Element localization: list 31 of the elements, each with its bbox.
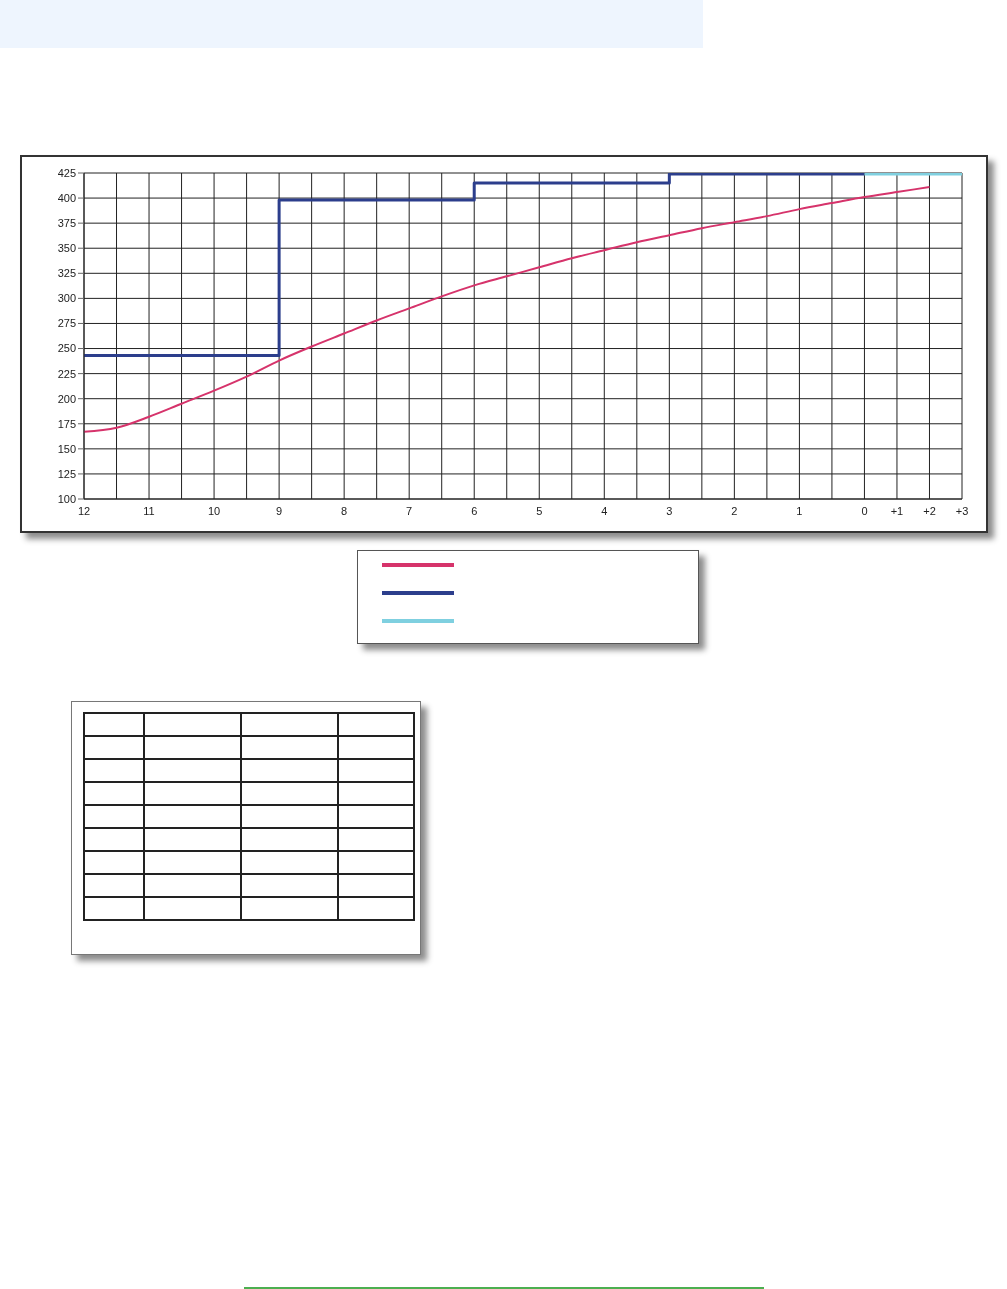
y-tick-label: 400 xyxy=(57,191,76,204)
y-tick-label: 375 xyxy=(57,217,76,230)
x-tick-label: 11 xyxy=(143,504,155,517)
y-tick-label: 300 xyxy=(57,292,76,305)
x-tick-label: +3 xyxy=(955,504,969,517)
y-tick-label: 150 xyxy=(57,442,76,455)
x-tick-label: +2 xyxy=(923,504,936,517)
x-tick-label: 5 xyxy=(536,504,543,517)
x-tick-label: 3 xyxy=(666,504,673,517)
x-tick-label: 2 xyxy=(731,504,738,517)
y-tick-label: 275 xyxy=(57,317,76,330)
y-tick-label: 175 xyxy=(57,417,76,430)
y-tick-label: 425 xyxy=(57,166,76,179)
x-tick-label: +1 xyxy=(890,504,904,517)
x-tick-label: 6 xyxy=(471,504,478,517)
x-tick-label: 9 xyxy=(276,504,283,517)
y-tick-label: 125 xyxy=(57,467,76,480)
x-tick-label: 1 xyxy=(796,504,803,517)
y-tick-label: 250 xyxy=(57,342,76,355)
y-tick-label: 200 xyxy=(57,392,76,405)
line-series xyxy=(84,186,931,433)
y-tick-label: 100 xyxy=(57,492,76,505)
x-tick-label: 12 xyxy=(77,504,91,517)
x-tick-label: 7 xyxy=(406,504,413,517)
x-tick-label: 4 xyxy=(601,504,608,517)
y-tick-label: 325 xyxy=(57,267,76,280)
x-tick-label: 10 xyxy=(207,504,221,517)
x-tick-label: 0 xyxy=(861,504,868,517)
x-tick-label: 8 xyxy=(341,504,348,517)
y-tick-label: 225 xyxy=(57,367,76,380)
y-tick-label: 350 xyxy=(57,242,76,255)
